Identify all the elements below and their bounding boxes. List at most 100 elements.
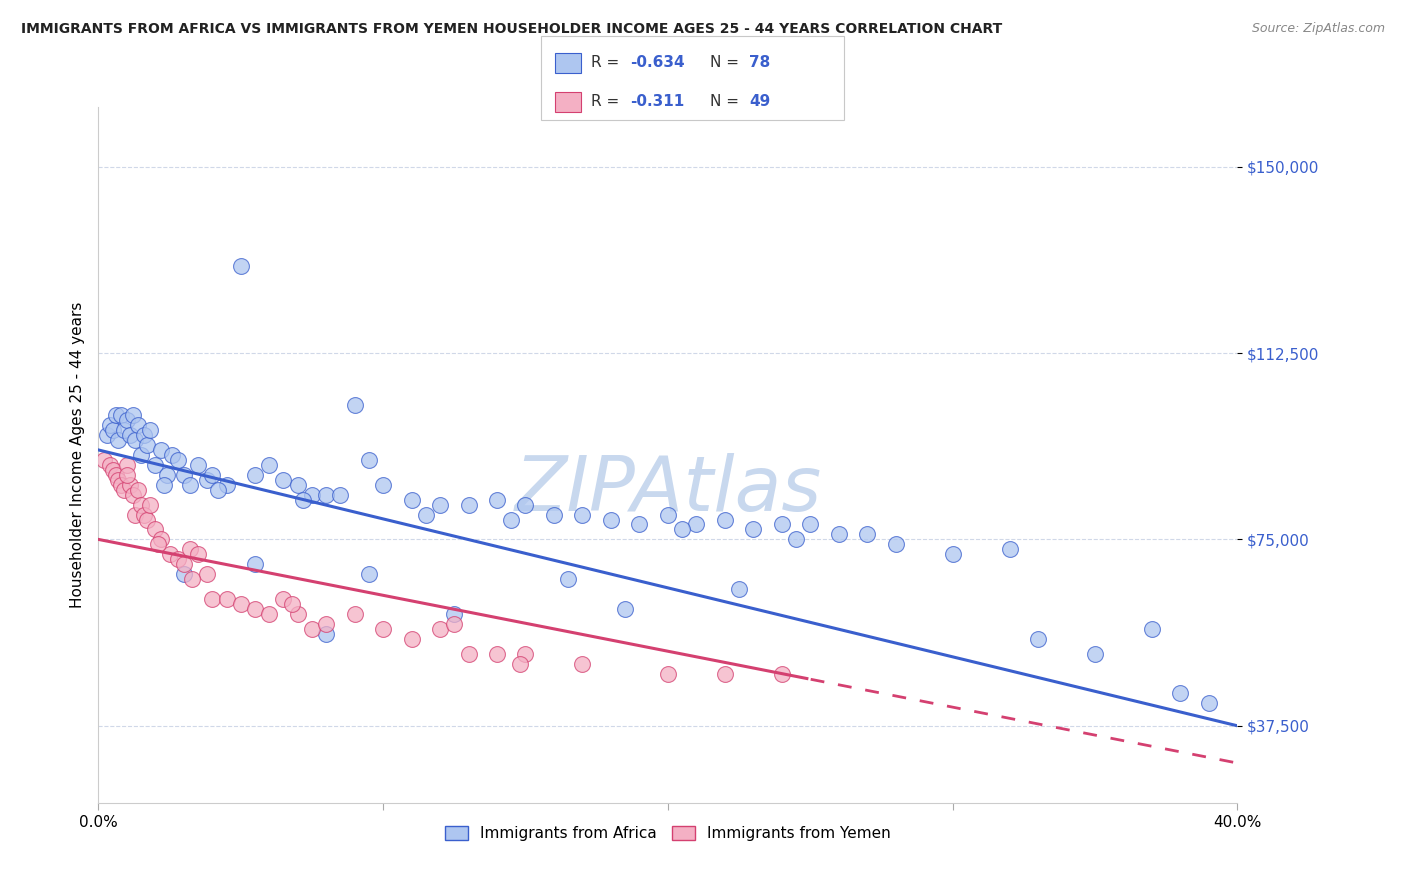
Point bbox=[148, 537, 170, 551]
Point bbox=[287, 477, 309, 491]
Point bbox=[150, 533, 173, 547]
Point bbox=[127, 483, 149, 497]
Point bbox=[201, 592, 224, 607]
Point bbox=[371, 622, 394, 636]
Point bbox=[179, 477, 201, 491]
Point bbox=[115, 458, 138, 472]
Point bbox=[329, 488, 352, 502]
Point bbox=[401, 492, 423, 507]
Point bbox=[714, 666, 737, 681]
Point bbox=[315, 488, 337, 502]
Point bbox=[195, 473, 218, 487]
Point bbox=[1026, 632, 1049, 646]
Point bbox=[124, 508, 146, 522]
Point bbox=[101, 463, 124, 477]
Point bbox=[315, 616, 337, 631]
Point bbox=[135, 438, 157, 452]
Point bbox=[742, 523, 765, 537]
Point bbox=[942, 547, 965, 561]
Point bbox=[486, 647, 509, 661]
Point bbox=[657, 508, 679, 522]
Text: Source: ZipAtlas.com: Source: ZipAtlas.com bbox=[1251, 22, 1385, 36]
Point bbox=[429, 498, 451, 512]
Point bbox=[121, 488, 143, 502]
Point bbox=[856, 527, 879, 541]
Point bbox=[132, 508, 155, 522]
Point bbox=[138, 423, 160, 437]
Point bbox=[173, 467, 195, 482]
Point bbox=[571, 657, 593, 671]
Text: R =: R = bbox=[591, 95, 624, 110]
Text: -0.311: -0.311 bbox=[630, 95, 685, 110]
Legend: Immigrants from Africa, Immigrants from Yemen: Immigrants from Africa, Immigrants from … bbox=[439, 820, 897, 847]
Point bbox=[215, 477, 238, 491]
Point bbox=[557, 572, 579, 586]
Point bbox=[195, 567, 218, 582]
Point bbox=[98, 418, 121, 433]
Y-axis label: Householder Income Ages 25 - 44 years: Householder Income Ages 25 - 44 years bbox=[69, 301, 84, 608]
Point bbox=[150, 442, 173, 457]
Point bbox=[124, 433, 146, 447]
Point bbox=[207, 483, 229, 497]
Point bbox=[162, 448, 184, 462]
Point bbox=[1084, 647, 1107, 661]
Point bbox=[415, 508, 437, 522]
Point bbox=[104, 467, 127, 482]
Text: ZIPAtlas: ZIPAtlas bbox=[515, 453, 821, 526]
Point bbox=[770, 517, 793, 532]
Point bbox=[614, 602, 637, 616]
Point bbox=[201, 467, 224, 482]
Point bbox=[443, 607, 465, 621]
Point bbox=[1198, 697, 1220, 711]
Point bbox=[107, 473, 129, 487]
Point bbox=[96, 428, 118, 442]
Point bbox=[273, 473, 295, 487]
Point bbox=[685, 517, 707, 532]
Point bbox=[429, 622, 451, 636]
Point bbox=[357, 567, 380, 582]
Point bbox=[287, 607, 309, 621]
Point bbox=[671, 523, 693, 537]
Point bbox=[159, 547, 181, 561]
Point bbox=[229, 259, 252, 273]
Point bbox=[457, 647, 479, 661]
Point bbox=[243, 467, 266, 482]
Point bbox=[657, 666, 679, 681]
Point bbox=[281, 597, 304, 611]
Point bbox=[107, 433, 129, 447]
Point bbox=[401, 632, 423, 646]
Point bbox=[153, 477, 176, 491]
Point bbox=[457, 498, 479, 512]
Point bbox=[259, 607, 281, 621]
Point bbox=[515, 498, 537, 512]
Point bbox=[98, 458, 121, 472]
Point bbox=[104, 408, 127, 422]
Point bbox=[770, 666, 793, 681]
Point bbox=[156, 467, 179, 482]
Point bbox=[509, 657, 531, 671]
Text: 49: 49 bbox=[749, 95, 770, 110]
Point bbox=[1170, 686, 1192, 700]
Point bbox=[343, 398, 366, 412]
Point bbox=[343, 607, 366, 621]
Point bbox=[132, 428, 155, 442]
Point bbox=[828, 527, 851, 541]
Text: IMMIGRANTS FROM AFRICA VS IMMIGRANTS FROM YEMEN HOUSEHOLDER INCOME AGES 25 - 44 : IMMIGRANTS FROM AFRICA VS IMMIGRANTS FRO… bbox=[21, 22, 1002, 37]
Point bbox=[145, 523, 167, 537]
Point bbox=[357, 453, 380, 467]
Point bbox=[127, 418, 149, 433]
Point bbox=[229, 597, 252, 611]
Text: -0.634: -0.634 bbox=[630, 55, 685, 70]
Point bbox=[112, 483, 135, 497]
Point bbox=[101, 423, 124, 437]
Point bbox=[110, 477, 132, 491]
Point bbox=[501, 512, 523, 526]
Point bbox=[138, 498, 160, 512]
Point bbox=[179, 542, 201, 557]
Point bbox=[173, 567, 195, 582]
Point bbox=[121, 408, 143, 422]
Point bbox=[1140, 622, 1163, 636]
Text: N =: N = bbox=[710, 55, 744, 70]
Point bbox=[785, 533, 807, 547]
Point bbox=[118, 477, 141, 491]
